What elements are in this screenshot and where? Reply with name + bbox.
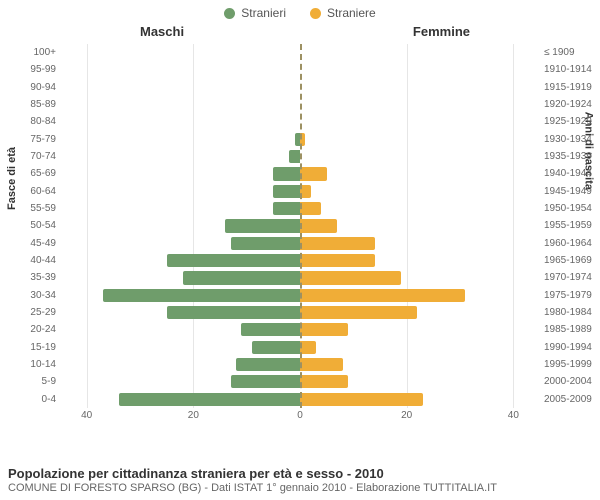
y-left-label: 50-54 — [4, 217, 60, 234]
legend-dot-female — [310, 8, 321, 19]
bar-male — [103, 289, 300, 302]
y-left-label: 70-74 — [4, 148, 60, 165]
chart-plot: 100+95-9990-9485-8980-8475-7970-7465-696… — [60, 44, 540, 426]
bar-female — [300, 271, 401, 284]
header-female: Femmine — [413, 24, 470, 39]
y-left-label: 95-99 — [4, 61, 60, 78]
bar-male — [273, 167, 300, 180]
y-left-label: 25-29 — [4, 304, 60, 321]
y-left-label: 0-4 — [4, 391, 60, 408]
y-right-label: 1980-1984 — [540, 304, 596, 321]
y-right-label: 1960-1964 — [540, 235, 596, 252]
y-right-label: 1930-1934 — [540, 131, 596, 148]
bar-male — [252, 341, 300, 354]
y-right-label: 2000-2004 — [540, 373, 596, 390]
bar-male — [289, 150, 300, 163]
y-right-label: 1955-1959 — [540, 217, 596, 234]
bar-male — [225, 219, 300, 232]
bar-female — [300, 375, 348, 388]
bar-female — [300, 167, 327, 180]
legend-item-female: Straniere — [310, 6, 376, 20]
y-left-label: 55-59 — [4, 200, 60, 217]
y-right-label: 1920-1924 — [540, 96, 596, 113]
footer-title: Popolazione per cittadinanza straniera p… — [8, 466, 592, 481]
y-right-label: 1965-1969 — [540, 252, 596, 269]
y-right-label: 1935-1939 — [540, 148, 596, 165]
bar-female — [300, 202, 321, 215]
y-right-label: 1995-1999 — [540, 356, 596, 373]
legend: Stranieri Straniere — [0, 0, 600, 20]
x-tick: 40 — [81, 410, 92, 421]
x-tick: 40 — [508, 410, 519, 421]
y-left-label: 10-14 — [4, 356, 60, 373]
bar-male — [273, 185, 300, 198]
y-left-label: 40-44 — [4, 252, 60, 269]
legend-item-male: Stranieri — [224, 6, 286, 20]
y-right-label: 1925-1929 — [540, 113, 596, 130]
y-axis-left: 100+95-9990-9485-8980-8475-7970-7465-696… — [4, 44, 60, 408]
x-axis: 40 20 0 20 40 — [60, 408, 540, 426]
y-left-label: 90-94 — [4, 79, 60, 96]
footer: Popolazione per cittadinanza straniera p… — [8, 466, 592, 494]
bar-female — [300, 219, 337, 232]
x-tick: 20 — [188, 410, 199, 421]
bar-female — [300, 306, 417, 319]
y-left-label: 20-24 — [4, 321, 60, 338]
y-left-label: 80-84 — [4, 113, 60, 130]
y-left-label: 35-39 — [4, 269, 60, 286]
y-left-label: 65-69 — [4, 165, 60, 182]
bar-female — [300, 289, 465, 302]
bar-male — [241, 323, 300, 336]
y-left-label: 15-19 — [4, 339, 60, 356]
legend-dot-male — [224, 8, 235, 19]
bar-male — [231, 237, 300, 250]
bar-male — [167, 306, 300, 319]
x-tick: 0 — [297, 410, 303, 421]
y-right-label: 1970-1974 — [540, 269, 596, 286]
legend-label-female: Straniere — [327, 6, 376, 20]
y-axis-right: ≤ 19091910-19141915-19191920-19241925-19… — [540, 44, 596, 408]
y-right-label: ≤ 1909 — [540, 44, 596, 61]
y-left-label: 85-89 — [4, 96, 60, 113]
legend-label-male: Stranieri — [241, 6, 286, 20]
y-left-label: 30-34 — [4, 287, 60, 304]
bar-female — [300, 358, 343, 371]
bar-male — [236, 358, 300, 371]
y-left-label: 45-49 — [4, 235, 60, 252]
y-right-label: 1945-1949 — [540, 183, 596, 200]
bar-male — [273, 202, 300, 215]
center-line — [300, 44, 302, 408]
bar-female — [300, 323, 348, 336]
y-right-label: 1910-1914 — [540, 61, 596, 78]
y-left-label: 75-79 — [4, 131, 60, 148]
y-right-label: 2005-2009 — [540, 391, 596, 408]
bar-female — [300, 393, 423, 406]
x-tick: 20 — [401, 410, 412, 421]
y-right-label: 1975-1979 — [540, 287, 596, 304]
bar-female — [300, 237, 375, 250]
y-left-label: 100+ — [4, 44, 60, 61]
y-right-label: 1915-1919 — [540, 79, 596, 96]
y-left-label: 60-64 — [4, 183, 60, 200]
y-right-label: 1950-1954 — [540, 200, 596, 217]
y-right-label: 1985-1989 — [540, 321, 596, 338]
y-right-label: 1990-1994 — [540, 339, 596, 356]
bar-male — [167, 254, 300, 267]
bar-male — [231, 375, 300, 388]
footer-subtitle: COMUNE DI FORESTO SPARSO (BG) - Dati IST… — [8, 482, 592, 494]
column-headers: Maschi Femmine — [0, 24, 600, 42]
bar-female — [300, 341, 316, 354]
bar-female — [300, 254, 375, 267]
y-left-label: 5-9 — [4, 373, 60, 390]
header-male: Maschi — [140, 24, 184, 39]
bar-male — [183, 271, 300, 284]
bar-male — [119, 393, 300, 406]
y-right-label: 1940-1944 — [540, 165, 596, 182]
